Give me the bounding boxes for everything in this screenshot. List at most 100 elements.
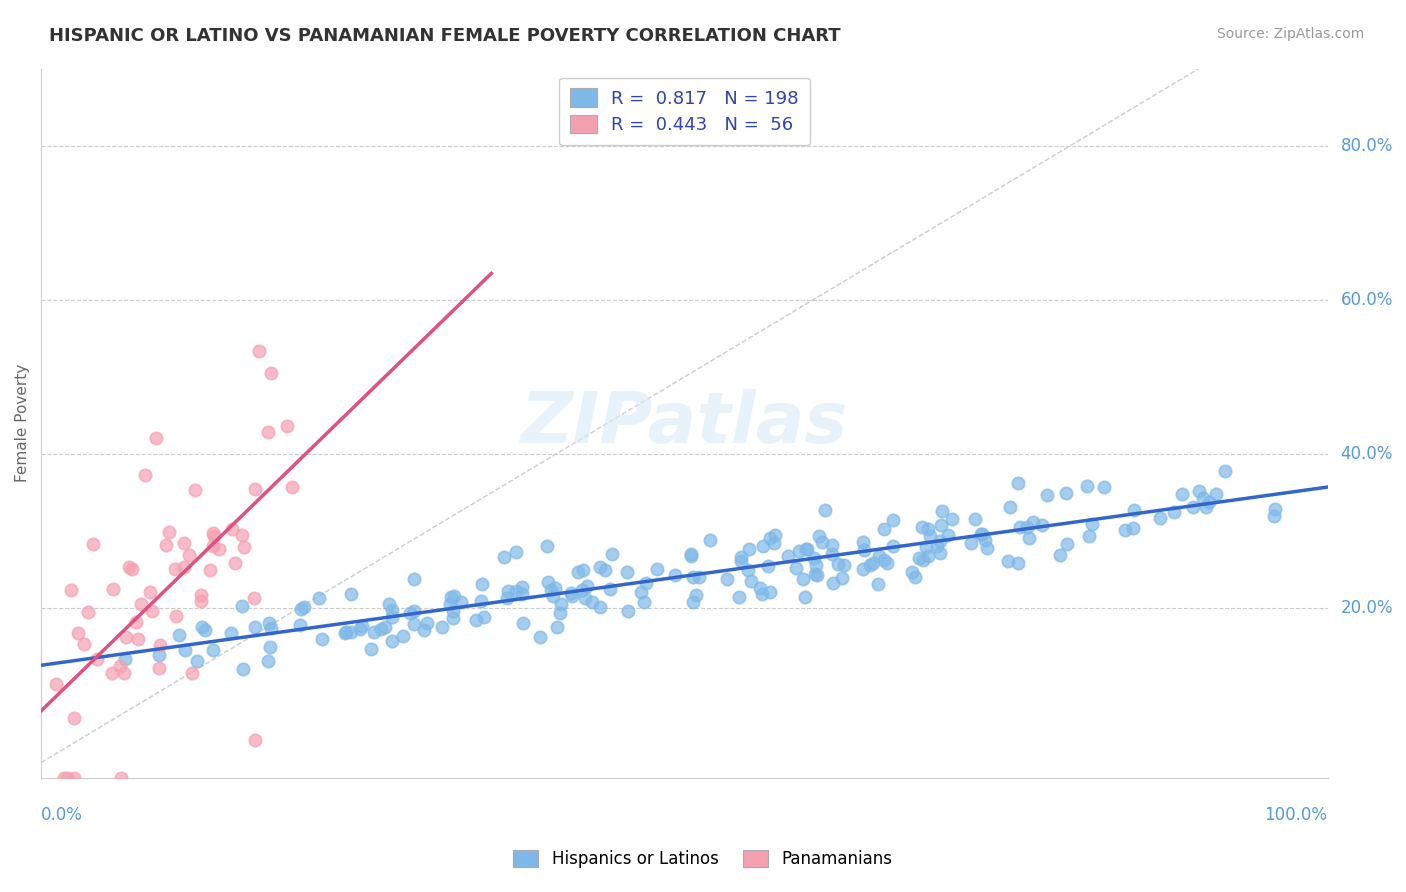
Point: [148, 648, 170, 663]
Point: [281, 480, 304, 494]
Point: [129, 598, 152, 612]
Point: [572, 563, 595, 577]
Point: [1036, 488, 1059, 502]
Point: [1076, 478, 1098, 492]
Point: [56, 771, 79, 785]
Point: [997, 554, 1019, 568]
Point: [1171, 487, 1194, 501]
Point: [972, 527, 994, 541]
Point: [581, 595, 603, 609]
Point: [450, 595, 472, 609]
Point: [901, 565, 924, 579]
Point: [381, 603, 404, 617]
Point: [832, 558, 855, 572]
Point: [470, 594, 492, 608]
Point: [804, 558, 827, 572]
Point: [259, 640, 281, 654]
Point: [145, 431, 167, 445]
Point: [110, 771, 132, 785]
Point: [370, 622, 392, 636]
Point: [505, 584, 527, 599]
Text: 20.0%: 20.0%: [1340, 599, 1393, 617]
Point: [186, 654, 208, 668]
Point: [257, 654, 280, 668]
Point: [936, 528, 959, 542]
Point: [1056, 536, 1078, 550]
Point: [340, 624, 363, 639]
Legend: Hispanics or Latinos, Panamanians: Hispanics or Latinos, Panamanians: [506, 843, 900, 875]
Point: [177, 549, 200, 563]
Point: [1078, 529, 1101, 543]
Text: Source: ZipAtlas.com: Source: ZipAtlas.com: [1216, 27, 1364, 41]
Point: [224, 556, 246, 570]
Point: [260, 366, 283, 380]
Point: [965, 512, 987, 526]
Point: [806, 567, 828, 582]
Point: [219, 626, 242, 640]
Point: [381, 633, 404, 648]
Point: [1195, 500, 1218, 515]
Point: [1018, 531, 1040, 545]
Point: [688, 570, 710, 584]
Point: [929, 546, 952, 560]
Point: [740, 574, 762, 588]
Point: [807, 528, 830, 542]
Point: [190, 594, 212, 608]
Point: [882, 539, 904, 553]
Text: HISPANIC OR LATINO VS PANAMANIAN FEMALE POVERTY CORRELATION CHART: HISPANIC OR LATINO VS PANAMANIAN FEMALE …: [49, 27, 841, 45]
Point: [589, 599, 612, 614]
Point: [257, 425, 280, 439]
Point: [866, 577, 889, 591]
Point: [728, 591, 751, 605]
Point: [165, 609, 187, 624]
Point: [600, 547, 623, 561]
Point: [115, 630, 138, 644]
Point: [308, 591, 330, 606]
Legend: R =  0.817   N = 198, R =  0.443   N =  56: R = 0.817 N = 198, R = 0.443 N = 56: [560, 78, 810, 145]
Point: [510, 587, 533, 601]
Point: [876, 556, 898, 570]
Point: [505, 545, 527, 559]
Point: [827, 557, 849, 571]
Point: [917, 549, 939, 563]
Text: 40.0%: 40.0%: [1340, 445, 1393, 463]
Point: [471, 577, 494, 591]
Point: [174, 643, 197, 657]
Point: [350, 619, 373, 633]
Point: [803, 551, 825, 566]
Point: [904, 570, 927, 584]
Point: [536, 539, 558, 553]
Point: [756, 559, 779, 574]
Point: [221, 522, 243, 536]
Point: [541, 589, 564, 603]
Point: [127, 632, 149, 646]
Point: [537, 575, 560, 590]
Point: [243, 591, 266, 606]
Point: [645, 562, 668, 576]
Point: [112, 665, 135, 680]
Point: [1007, 556, 1029, 570]
Point: [546, 620, 568, 634]
Point: [664, 567, 686, 582]
Point: [821, 538, 844, 552]
Point: [60, 583, 83, 598]
Point: [911, 553, 934, 567]
Point: [862, 557, 884, 571]
Point: [616, 565, 638, 579]
Point: [872, 553, 894, 567]
Point: [567, 565, 589, 579]
Point: [785, 561, 807, 575]
Point: [1182, 500, 1205, 515]
Point: [180, 666, 202, 681]
Point: [1008, 520, 1031, 534]
Point: [925, 539, 948, 553]
Point: [1007, 475, 1029, 490]
Point: [682, 570, 704, 584]
Point: [907, 551, 929, 566]
Point: [1054, 485, 1077, 500]
Point: [868, 549, 890, 563]
Point: [1188, 483, 1211, 498]
Point: [86, 651, 108, 665]
Point: [679, 547, 702, 561]
Point: [575, 579, 598, 593]
